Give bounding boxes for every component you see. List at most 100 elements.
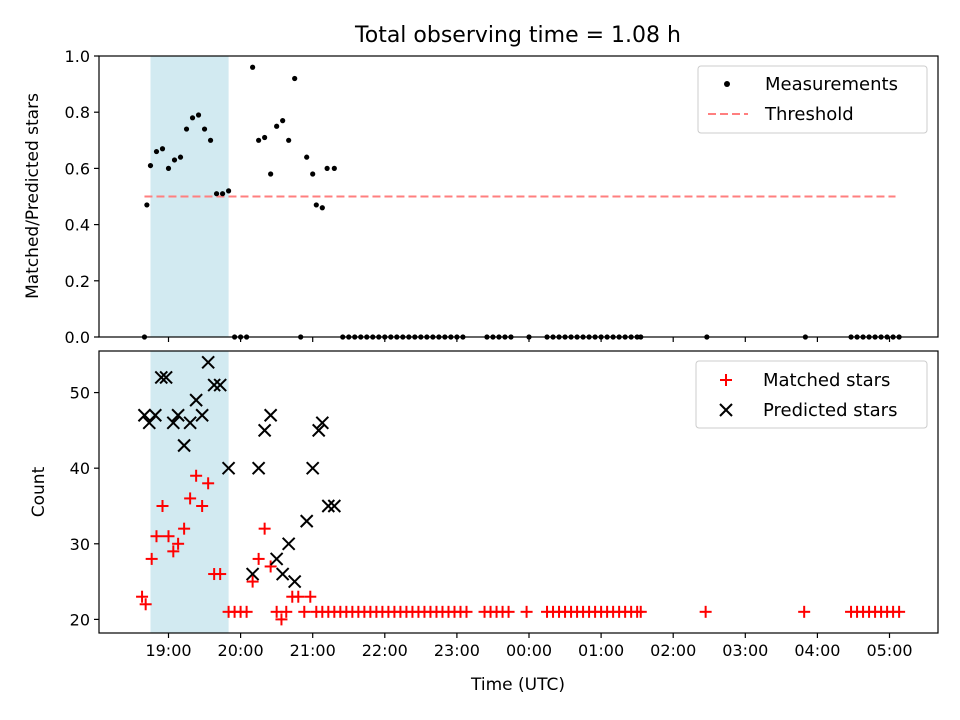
measurement-point xyxy=(313,202,319,208)
matched-star-point xyxy=(502,605,515,618)
predicted-star-point xyxy=(201,355,215,370)
matched-star-points xyxy=(136,469,906,626)
top-y-axis-label: Matched/Predicted stars xyxy=(23,93,43,299)
bottom-x-ticks: 19:00 20:00 21:00 22:00 23:00 00:00 01:00 02:00… xyxy=(145,633,913,660)
measurement-point xyxy=(324,165,330,171)
bottom-panel: 20 30 40 50 19:00 20:00 21:00 22:00 23:00 00:00 0… xyxy=(29,350,939,695)
matched-star-point xyxy=(798,605,811,618)
y-tick-label: 30 xyxy=(70,535,90,554)
predicted-star-point xyxy=(315,416,330,430)
matched-star-point xyxy=(172,537,185,550)
predicted-star-point xyxy=(213,378,227,392)
x-tick-label: 20:00 xyxy=(218,641,264,660)
y-tick-label: 40 xyxy=(70,459,90,478)
measurement-point xyxy=(207,137,214,143)
measurement-point xyxy=(319,205,325,211)
matched-star-point xyxy=(190,469,203,482)
predicted-star-point xyxy=(166,416,181,430)
bottom-legend: Matched stars Predicted stars xyxy=(695,360,928,429)
measurement-point xyxy=(171,157,178,163)
matched-star-point xyxy=(145,552,158,565)
x-tick-label: 19:00 xyxy=(145,641,191,660)
top-legend-box xyxy=(697,65,928,134)
measurement-point xyxy=(165,165,172,171)
predicted-star-point xyxy=(183,416,197,430)
measurement-point xyxy=(147,162,154,169)
legend-threshold-label: Threshold xyxy=(764,104,854,125)
matched-star-point xyxy=(136,590,149,603)
matched-star-point xyxy=(699,605,712,618)
matched-star-point xyxy=(893,605,906,618)
measurement-point xyxy=(256,137,262,143)
matched-star-point xyxy=(634,605,647,618)
measurement-point xyxy=(183,126,190,132)
measurement-point xyxy=(189,115,196,121)
measurement-point xyxy=(219,191,226,197)
matched-star-point xyxy=(150,530,163,543)
predicted-star-point xyxy=(177,438,191,453)
matched-star-point xyxy=(139,598,152,611)
matched-star-point xyxy=(280,605,293,618)
x-axis-label: Time (UTC) xyxy=(470,675,565,695)
matched-star-point xyxy=(214,568,227,581)
matched-star-point xyxy=(258,522,271,535)
predicted-star-point xyxy=(245,567,260,581)
y-tick-label: 0.4 xyxy=(65,216,90,235)
x-tick-label: 23:00 xyxy=(434,641,480,660)
matched-star-point xyxy=(240,605,253,618)
bottom-shaded-span xyxy=(150,351,229,633)
x-tick-label: 22:00 xyxy=(362,641,408,660)
matched-star-point xyxy=(252,552,265,565)
predicted-star-point xyxy=(189,393,203,407)
y-tick-label: 0.0 xyxy=(65,328,90,347)
measurement-point xyxy=(280,118,286,124)
x-tick-label: 04:00 xyxy=(794,641,840,660)
matched-star-point xyxy=(246,575,259,588)
matched-star-point xyxy=(196,499,209,512)
matched-star-point xyxy=(460,605,473,618)
legend-predicted-label: Predicted stars xyxy=(763,400,897,421)
predicted-star-point xyxy=(281,537,296,551)
y-tick-label: 0.6 xyxy=(65,159,90,178)
bottom-legend-box xyxy=(695,360,928,429)
measurement-point xyxy=(274,123,280,129)
matched-star-point xyxy=(156,499,169,512)
matched-star-point xyxy=(178,522,191,535)
predicted-star-point xyxy=(142,416,156,430)
matched-star-point xyxy=(167,545,180,558)
x-tick-label: 02:00 xyxy=(650,641,696,660)
matched-star-point xyxy=(520,605,533,618)
predicted-star-point xyxy=(154,370,168,385)
y-tick-label: 0.2 xyxy=(65,272,90,291)
legend-matched-marker xyxy=(720,374,732,386)
predicted-star-point xyxy=(221,461,236,475)
measurement-point xyxy=(250,64,256,70)
measurement-point xyxy=(262,134,268,141)
measurement-point xyxy=(304,154,310,160)
predicted-star-point xyxy=(312,423,326,438)
chart-title: Total observing time = 1.08 h xyxy=(354,23,681,48)
legend-measurements-label: Measurements xyxy=(765,74,898,95)
y-tick-label: 1.0 xyxy=(65,47,90,66)
predicted-star-point xyxy=(299,514,314,528)
matched-star-point xyxy=(304,590,317,603)
legend-matched-label: Matched stars xyxy=(763,370,890,391)
x-tick-label: 00:00 xyxy=(506,641,552,660)
matched-star-point xyxy=(298,605,311,618)
predicted-star-point xyxy=(207,378,221,392)
measurement-point xyxy=(286,137,292,143)
predicted-star-point xyxy=(287,574,302,589)
measurement-point xyxy=(201,126,208,132)
predicted-star-point xyxy=(171,408,185,422)
measurement-point xyxy=(213,191,220,197)
matched-star-point xyxy=(264,560,277,573)
predicted-star-points xyxy=(137,355,342,589)
bottom-axes-frame xyxy=(98,350,939,634)
x-tick-label: 03:00 xyxy=(722,641,768,660)
predicted-star-point xyxy=(195,408,209,422)
x-tick-label: 01:00 xyxy=(578,641,624,660)
top-axes-frame xyxy=(98,55,939,338)
predicted-star-point xyxy=(148,408,162,422)
measurement-point xyxy=(331,165,337,171)
measurement-point xyxy=(195,112,202,118)
